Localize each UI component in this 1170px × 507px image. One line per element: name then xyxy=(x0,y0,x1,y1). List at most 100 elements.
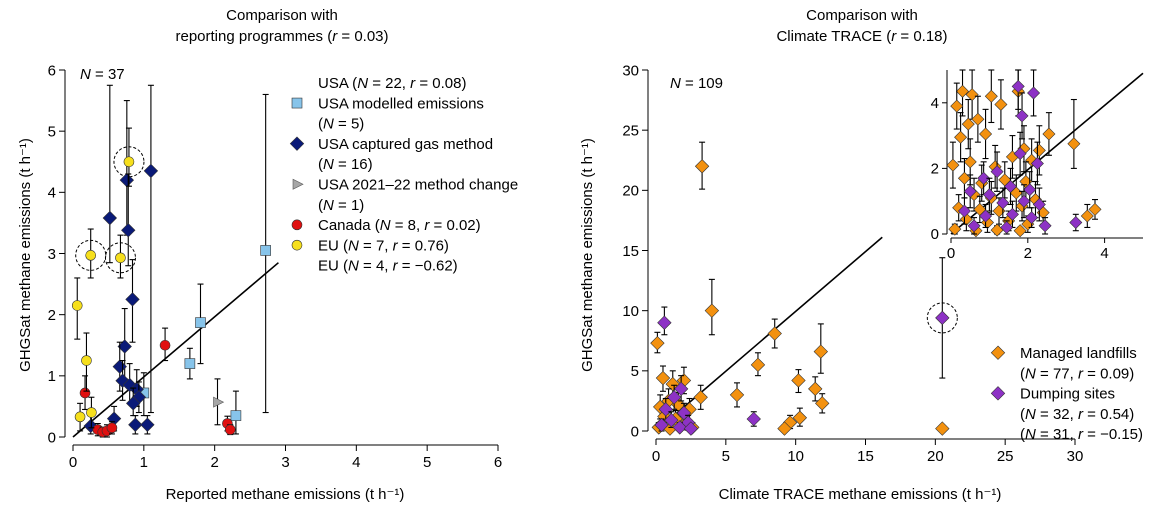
diamond-marker xyxy=(1011,79,1025,93)
title-suffix: = 0.03) xyxy=(337,28,388,45)
diamond-marker xyxy=(1000,220,1014,234)
circle-marker xyxy=(106,422,118,434)
panel-climate-trace: Comparison with Climate TRACE (r = 0.18)… xyxy=(579,7,1144,503)
x-tick-label: 3 xyxy=(281,454,289,471)
legend-label: EU (N = 7, r = 0.76) xyxy=(318,237,449,254)
diamond-marker xyxy=(961,117,975,131)
inset-x-tick-label: 2 xyxy=(1024,245,1032,262)
y-tick-label: 5 xyxy=(48,123,56,140)
text-run: r xyxy=(1078,365,1084,382)
diamond-marker xyxy=(1038,219,1052,233)
legend-label: Canada (N = 8, r = 0.02) xyxy=(318,217,481,234)
diamond-marker xyxy=(777,421,792,436)
legend-label: USA captured gas method xyxy=(318,136,493,153)
diamond-marker xyxy=(935,310,950,326)
x-axis-label: Climate TRACE methane emissions (t h⁻¹) xyxy=(719,486,1002,503)
y-tick-label: 5 xyxy=(631,363,639,380)
diamond-marker xyxy=(957,171,971,185)
text-run: ( xyxy=(1020,426,1025,443)
text-run: ( xyxy=(318,156,323,173)
title-r: r xyxy=(332,28,338,45)
diamond-marker xyxy=(963,184,977,198)
series-usa-captured-gas-method xyxy=(83,84,159,435)
x-tick-label: 30 xyxy=(1067,448,1084,465)
y-tick-label: 4 xyxy=(48,185,56,202)
text-run: N xyxy=(80,66,91,83)
inset-x-tick-label: 4 xyxy=(1100,245,1108,262)
x-tick-label: 25 xyxy=(997,448,1014,465)
diamond-marker xyxy=(1013,147,1027,161)
text-run: = 1) xyxy=(334,197,364,214)
diamond-marker xyxy=(125,292,140,307)
diamond-marker xyxy=(1080,209,1094,223)
circle-marker xyxy=(291,219,303,231)
text-run: N xyxy=(1025,426,1036,443)
diamond-marker xyxy=(126,396,141,411)
diamond-marker xyxy=(1032,143,1046,157)
title-suffix: = 0.18) xyxy=(896,28,947,45)
circle-marker xyxy=(86,407,97,418)
diamond-marker xyxy=(791,373,806,388)
title-line-1: Comparison with xyxy=(806,7,918,24)
legend-label: USA modelled emissions xyxy=(318,95,484,112)
diamond-marker xyxy=(143,163,159,179)
legend: Managed landfills(N = 77, r = 0.09)Dumpi… xyxy=(990,345,1143,443)
text-run: = 109 xyxy=(681,75,723,92)
diamond-marker xyxy=(655,370,671,386)
text-run: r xyxy=(1078,406,1084,423)
legend-label: (N = 16) xyxy=(318,156,373,173)
diamond-marker xyxy=(963,155,977,169)
diamond-marker xyxy=(767,326,782,341)
x-tick-label: 15 xyxy=(857,448,874,465)
diamond-marker xyxy=(948,222,962,236)
legend-item: Canada (N = 8, r = 0.02) xyxy=(291,217,481,234)
legend-label: (N = 32, r = 0.54) xyxy=(1020,406,1134,423)
data-points xyxy=(71,84,271,438)
diamond-marker xyxy=(694,159,710,174)
diamond-marker xyxy=(746,411,761,427)
legend-label: USA (N = 22, r = 0.08) xyxy=(318,75,466,92)
x-tick-label: 6 xyxy=(494,454,502,471)
legend-item: Managed landfills (N = 77, r = 0.09) xyxy=(990,345,1137,382)
y-tick-label: 1 xyxy=(48,368,56,385)
text-run: N xyxy=(348,258,359,275)
x-tick-label: 4 xyxy=(352,454,360,471)
diamond-marker xyxy=(1030,156,1044,170)
diamond-marker xyxy=(1088,202,1102,216)
diamond-marker xyxy=(650,335,665,351)
panel-reporting: Comparison with reporting programmes (r … xyxy=(17,7,518,503)
legend-item: Dumping sites (N = 32, r = 0.54) (N = 31, … xyxy=(990,386,1143,443)
diamond-marker xyxy=(140,417,155,432)
regression-line xyxy=(72,262,279,438)
text-run: N xyxy=(323,116,334,133)
y-tick-label: 0 xyxy=(631,423,639,440)
circle-marker xyxy=(81,355,92,366)
x-tick-label: 1 xyxy=(140,454,148,471)
diamond-marker xyxy=(1067,137,1081,151)
text-run: N xyxy=(323,197,334,214)
diamond-marker xyxy=(658,402,673,417)
title-r: r xyxy=(891,28,897,45)
x-tick-label: 20 xyxy=(927,448,944,465)
legend-label: EU (N = 4, r = −0.62) xyxy=(318,258,458,275)
text-run: r xyxy=(1078,426,1084,443)
diamond-marker xyxy=(1013,224,1027,238)
y-tick-label: 30 xyxy=(622,62,639,79)
text-run: = 31, xyxy=(1036,426,1078,443)
x-tick-label: 0 xyxy=(652,448,660,465)
diamond-marker xyxy=(977,171,991,185)
legend-label: (N = 77, r = 0.09) xyxy=(1020,365,1134,382)
square-marker xyxy=(195,317,206,328)
circle-marker xyxy=(79,387,91,399)
y-tick-label: 20 xyxy=(622,183,639,200)
text-run: r xyxy=(424,217,430,234)
diamond-marker xyxy=(971,112,985,126)
square-marker xyxy=(260,245,271,256)
legend-label: (N = 5) xyxy=(318,116,364,133)
n-label: N = 109 xyxy=(670,75,723,92)
text-run: = 5) xyxy=(334,116,364,133)
n-label: N = 37 xyxy=(80,66,125,83)
y-tick-label: 10 xyxy=(622,303,639,320)
circle-marker xyxy=(71,300,83,311)
